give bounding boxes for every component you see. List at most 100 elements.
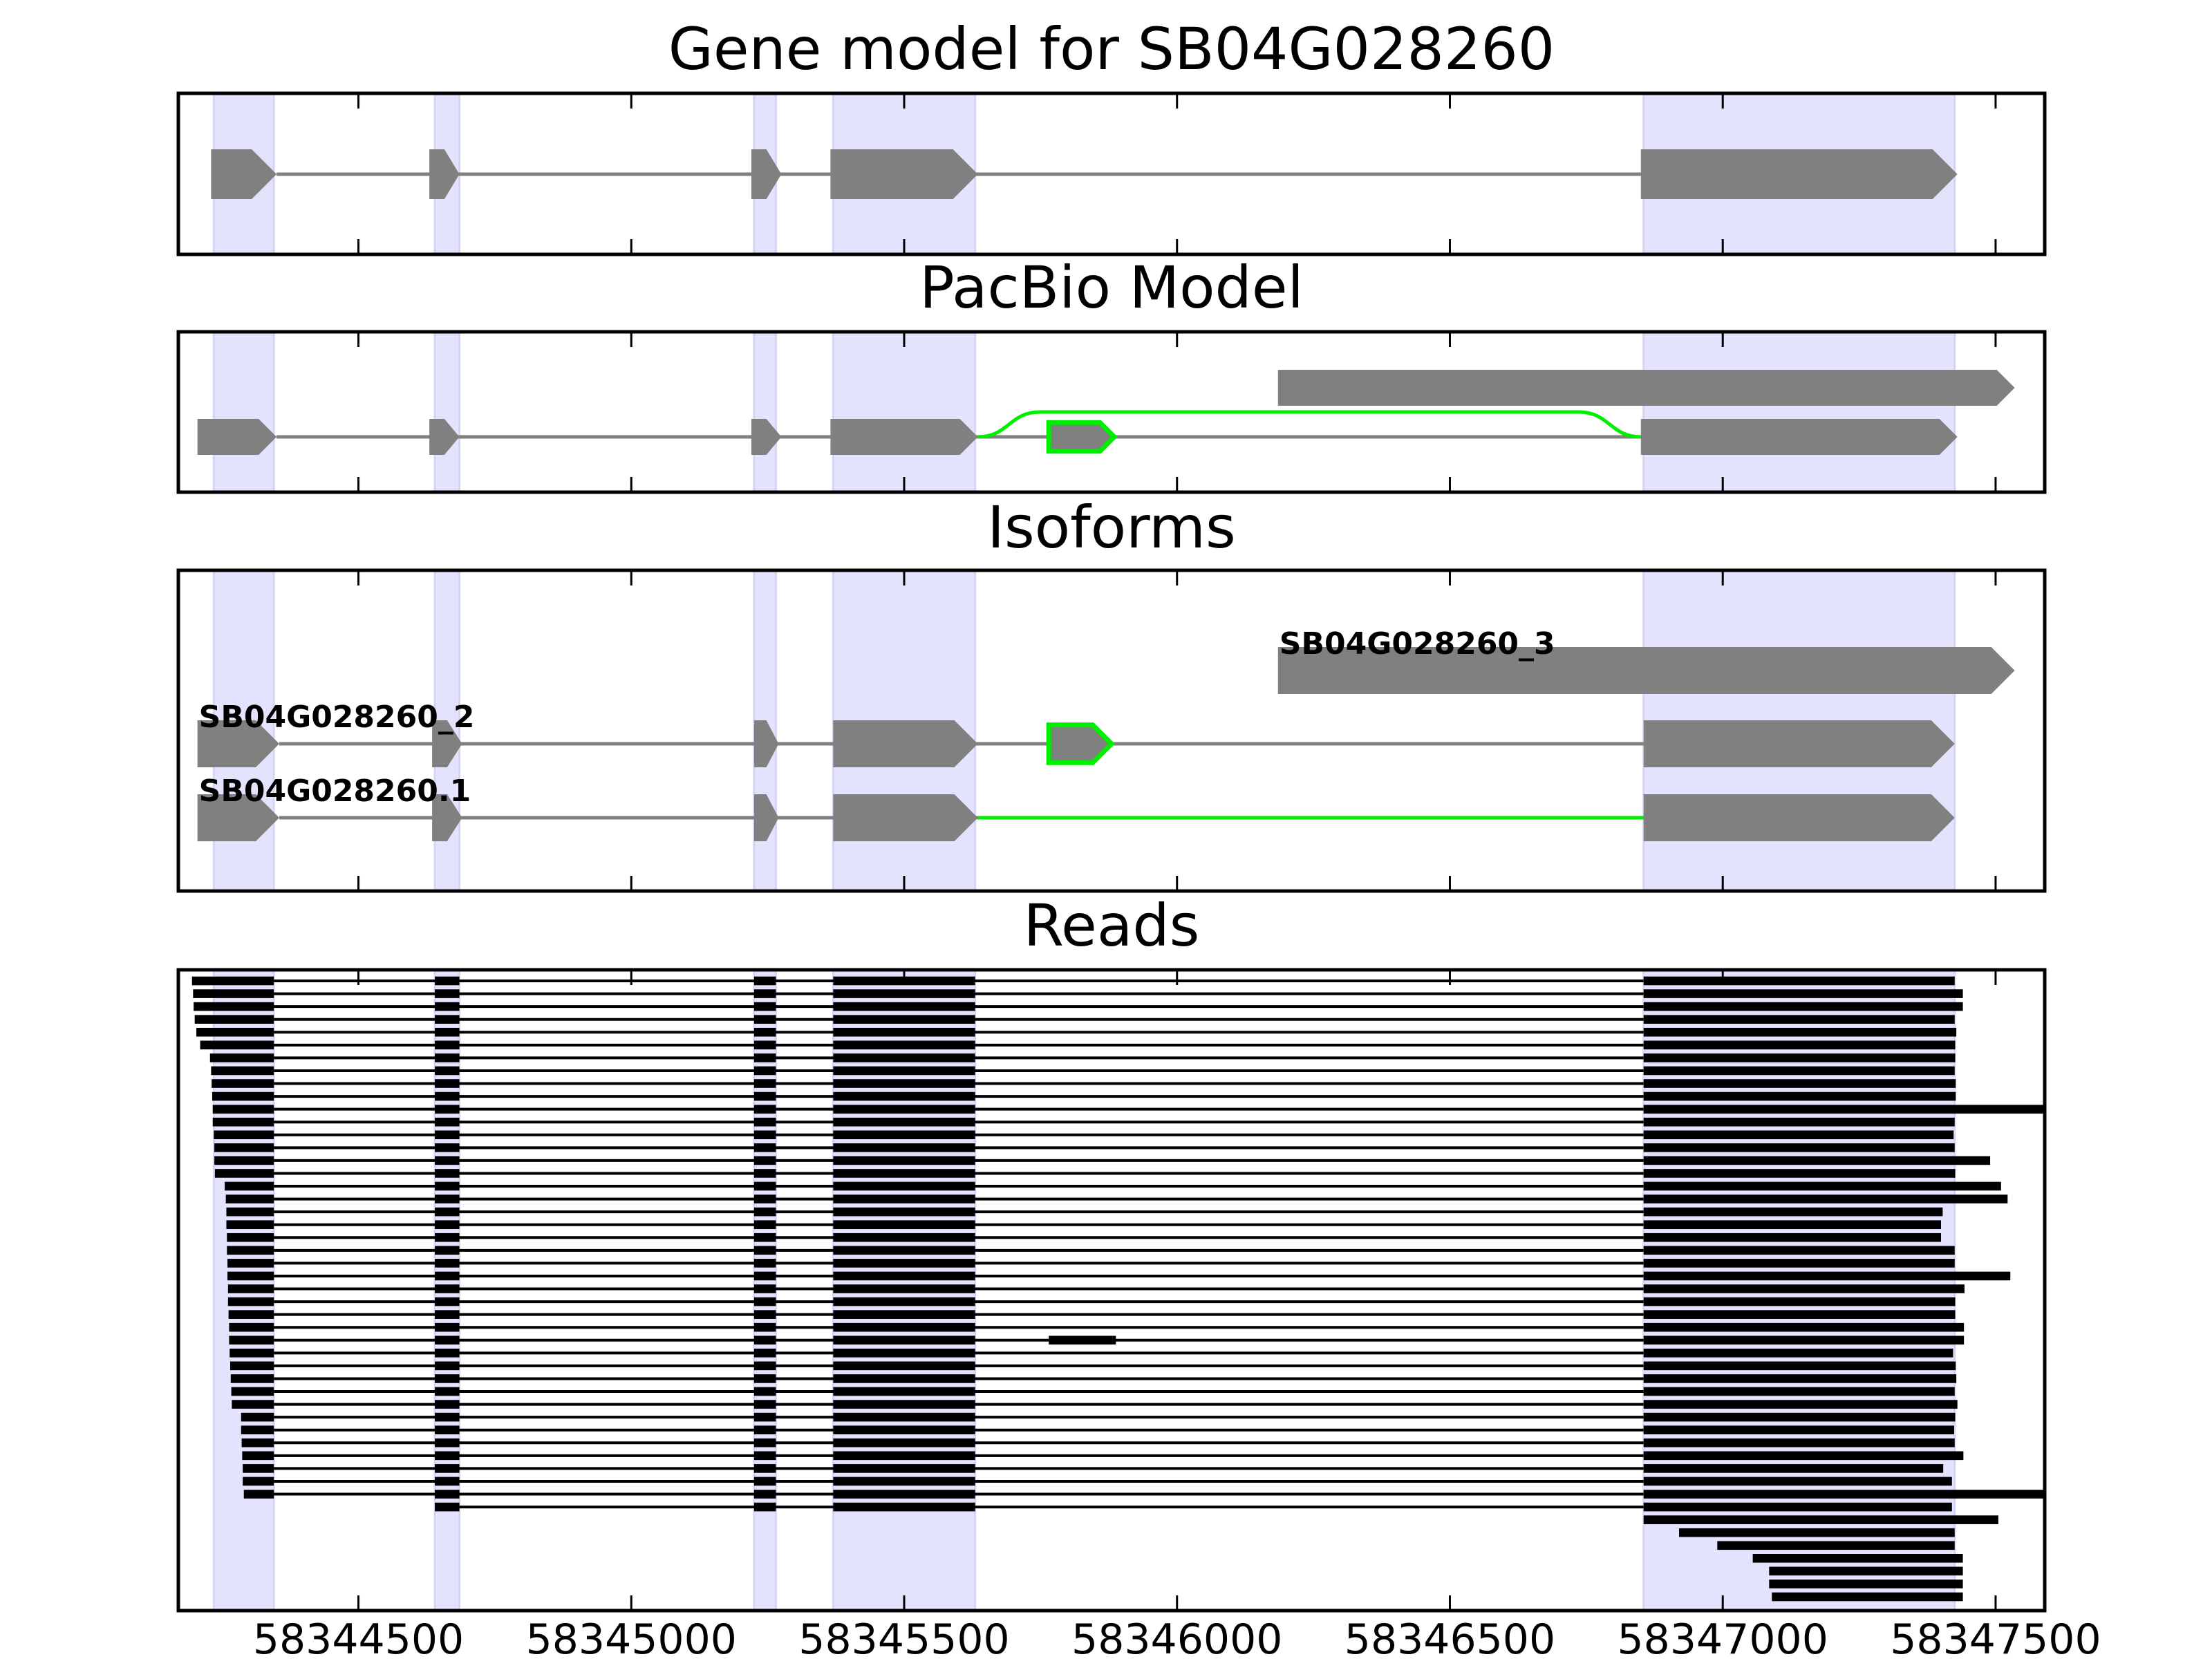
read-block	[1643, 1374, 1957, 1383]
read-block	[1643, 1349, 1953, 1358]
read-block	[214, 1156, 274, 1165]
read-block	[833, 1117, 975, 1127]
read-block	[435, 1374, 460, 1383]
read-block	[753, 1490, 776, 1499]
read-block	[209, 1053, 274, 1062]
read-block	[753, 1400, 776, 1409]
read	[214, 1156, 1991, 1165]
read-block	[833, 1220, 975, 1229]
read-block	[833, 1079, 975, 1088]
read	[231, 1387, 1955, 1396]
read-block	[833, 1502, 975, 1512]
read	[1772, 1592, 1963, 1602]
read-block	[833, 1425, 975, 1434]
read-block	[435, 1335, 460, 1345]
exon	[429, 149, 460, 199]
read	[243, 1464, 1944, 1473]
exon	[1277, 370, 2015, 406]
x-tick-label: 58347000	[1618, 1615, 1828, 1659]
read-block	[753, 1284, 776, 1293]
read-block	[435, 1015, 460, 1024]
read-block	[753, 1451, 776, 1461]
read	[435, 1502, 1952, 1512]
read-block	[753, 1361, 776, 1371]
exon	[197, 419, 277, 455]
read-block	[229, 1335, 274, 1345]
read-block	[214, 1169, 274, 1178]
read-block	[753, 1246, 776, 1255]
read-block	[435, 1284, 460, 1293]
read-block	[227, 1259, 274, 1268]
read-block	[1643, 1515, 1998, 1524]
read-block	[241, 1412, 274, 1422]
read-block	[833, 1130, 975, 1140]
read-block	[226, 1220, 274, 1229]
read-block	[833, 1015, 975, 1024]
read-block	[753, 1425, 776, 1434]
read-block	[241, 1438, 274, 1447]
read-block	[243, 1490, 274, 1499]
read-block	[193, 989, 274, 998]
read	[226, 1220, 1941, 1229]
read-block	[753, 989, 776, 998]
read-block	[833, 1464, 975, 1473]
read-block	[833, 1053, 975, 1062]
exon	[1640, 419, 1958, 455]
read-block	[833, 989, 975, 998]
read-block	[833, 1194, 975, 1203]
read-block	[1643, 1400, 1958, 1409]
read-block	[230, 1374, 274, 1383]
read-block	[833, 1232, 975, 1242]
read-block	[435, 1181, 460, 1191]
read	[230, 1361, 1956, 1371]
read	[227, 1246, 1955, 1255]
read-block	[435, 1040, 460, 1050]
read-block	[753, 1105, 776, 1114]
read-block	[1679, 1528, 1955, 1537]
read-block	[833, 1027, 975, 1037]
read-block	[229, 1349, 274, 1358]
read-block	[1643, 1259, 1955, 1268]
read-block	[227, 1284, 274, 1293]
exon	[197, 720, 280, 767]
read-block	[212, 1091, 274, 1101]
read	[229, 1322, 1965, 1332]
read-block	[1643, 1335, 1965, 1345]
read-block	[1643, 1079, 1956, 1088]
read-block	[196, 1027, 274, 1037]
exon	[432, 720, 462, 767]
read-block	[435, 1143, 460, 1152]
read	[243, 1490, 2045, 1499]
read-block	[230, 1361, 274, 1371]
read-block	[212, 1105, 274, 1114]
exon	[830, 149, 978, 199]
read-block	[833, 1284, 975, 1293]
read-block	[211, 1066, 274, 1076]
exon	[211, 149, 277, 199]
isoform-label: SB04G028260.1	[199, 774, 471, 809]
read-block	[435, 1117, 460, 1127]
read-block	[435, 1387, 460, 1396]
read-block	[1643, 1464, 1944, 1473]
read-block	[833, 1207, 975, 1217]
read-block	[753, 1117, 776, 1127]
exon	[432, 794, 462, 841]
panel-frame	[176, 968, 2047, 1613]
read	[232, 1400, 1958, 1409]
read-block	[435, 1091, 460, 1101]
read-block	[1643, 1220, 1941, 1229]
read-block	[1643, 1207, 1943, 1217]
novel-exon	[1046, 722, 1115, 765]
read-block	[435, 976, 460, 986]
panel-4: Reads	[176, 892, 2047, 1613]
read-block	[753, 1374, 776, 1383]
read-block	[833, 1335, 975, 1345]
read-block	[228, 1310, 274, 1319]
read	[227, 1297, 1956, 1306]
read-block	[1643, 1490, 2045, 1499]
read-block	[435, 1066, 460, 1076]
read	[193, 989, 1963, 998]
read-block	[232, 1400, 274, 1409]
read-block	[753, 1502, 776, 1512]
read-block	[435, 1464, 460, 1473]
